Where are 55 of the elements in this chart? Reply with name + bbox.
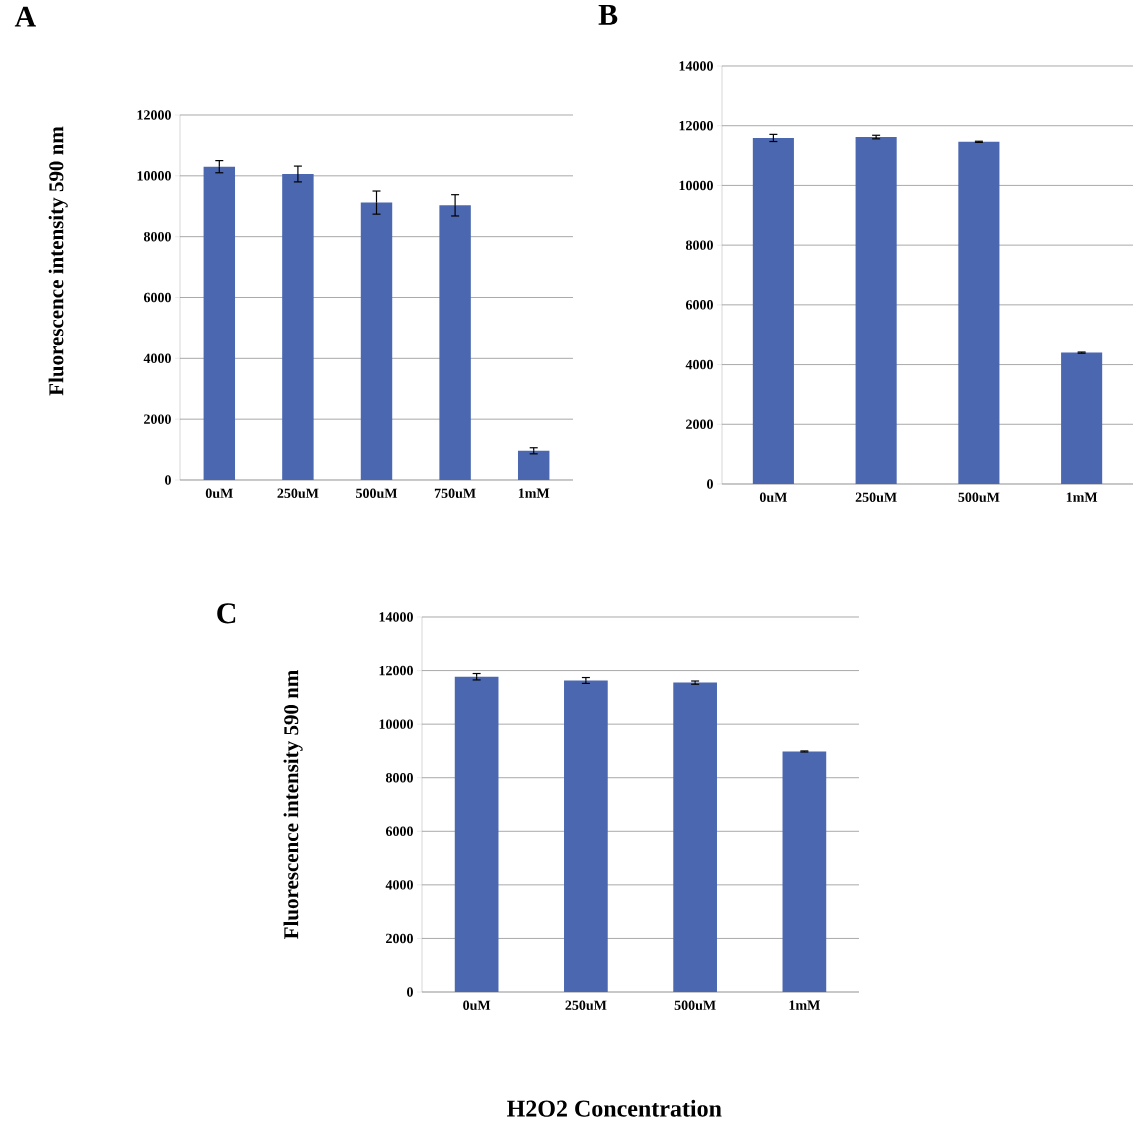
chart-title: B [598,5,618,25]
bar [282,174,314,480]
y-tick-label: 4000 [143,353,171,364]
y-tick-label: 0 [165,475,171,485]
bar [782,751,827,992]
x-tick-label: 500uM [674,1000,716,1010]
y-tick-label: 12000 [379,665,413,676]
y-tick-label: 10000 [379,719,413,729]
bar [203,166,236,480]
x-tick-label: 750uM [434,488,476,498]
y-tick-label: 10000 [679,180,713,191]
x-tick-label: 250uM [277,488,319,498]
y-tick-label: 4000 [685,359,713,370]
y-tick-label: 0 [707,479,713,489]
bar [564,680,608,992]
y-tick-label: 10000 [137,171,171,181]
bar [958,141,1000,484]
bar [1061,352,1103,484]
y-tick-label: 2000 [386,933,413,944]
y-tick-label: 0 [407,987,413,997]
bar [439,205,471,480]
x-tick-label: 0uM [759,492,787,502]
y-tick-label: 8000 [143,231,171,242]
y-tick-label: 2000 [686,419,713,429]
bar [752,137,794,484]
bar [454,676,499,992]
bar [360,202,393,480]
y-tick-label: 2000 [144,414,171,424]
bar [855,137,897,484]
x-tick-label: 250uM [565,1000,607,1010]
x-tick-label: 1mM [518,488,550,498]
y-tick-label: 6000 [385,826,413,837]
y-tick-label: 8000 [685,240,713,250]
y-axis-title: Fluorescence intensity 590 nm [283,670,303,939]
y-tick-label: 4000 [385,880,413,890]
x-tick-label: 1mM [1066,492,1098,502]
x-tick-label: 0uM [205,488,233,498]
y-tick-label: 8000 [385,772,413,783]
y-tick-label: 14000 [379,612,413,622]
chart-title: A [14,6,36,27]
x-tick-label: 1mM [789,1000,820,1010]
y-tick-label: 6000 [143,292,171,303]
x-tick-label: 0uM [463,1000,491,1010]
x-tick-label: 250uM [855,492,897,502]
x-tick-label: 500uM [958,492,1000,502]
y-tick-label: 12000 [679,120,713,131]
y-tick-label: 12000 [137,110,171,120]
bar [673,682,717,992]
y-tick-label: 14000 [679,61,713,71]
chart-title: C [217,603,236,624]
y-tick-label: 6000 [685,300,713,310]
x-axis-title: H2O2 Concentration [507,1099,722,1117]
y-axis-title: Fluorescence intensity 590 nm [48,126,68,396]
bar [517,450,550,480]
x-tick-label: 500uM [356,488,398,498]
